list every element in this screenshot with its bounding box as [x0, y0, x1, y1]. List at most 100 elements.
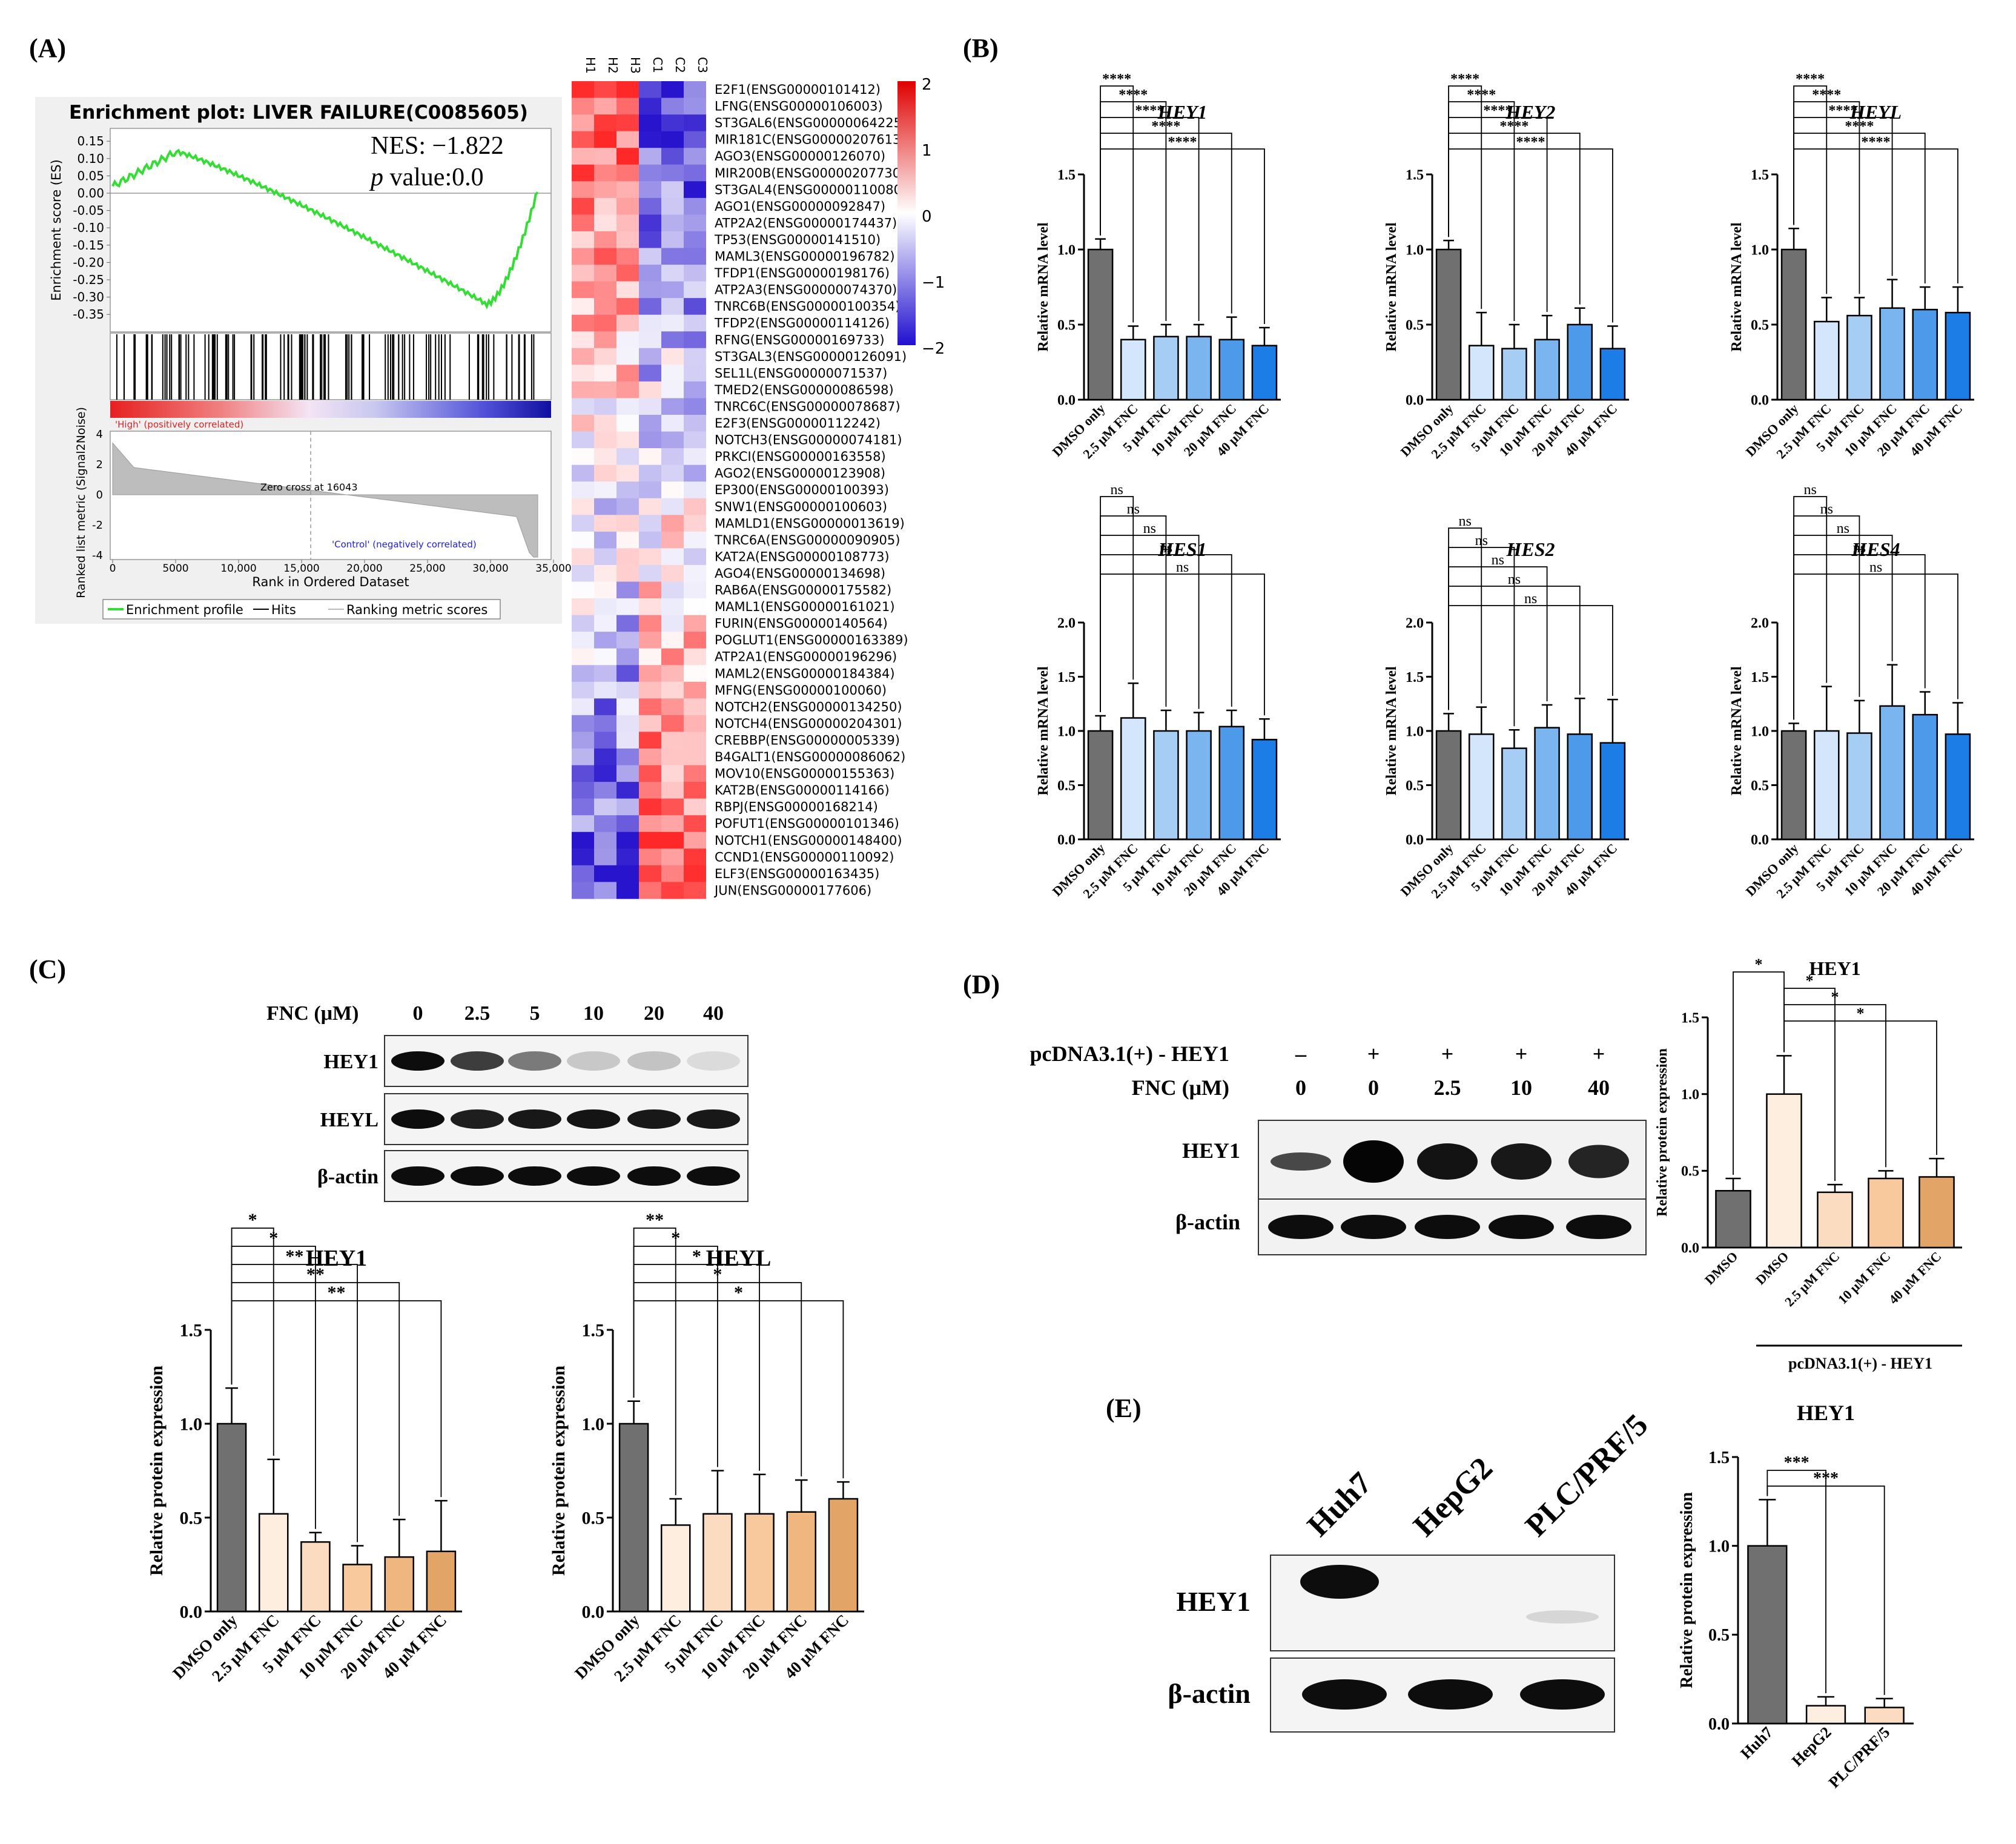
heatmap-cell: [639, 564, 661, 582]
y-tick-label: 1.5: [1708, 1449, 1730, 1467]
heatmap-gene-label: KAT2A(ENSG00000108773): [715, 549, 890, 564]
significance-label: ns: [1803, 482, 1816, 498]
bar: [1567, 323, 1593, 401]
y-tick-label: 0.5: [1751, 778, 1769, 794]
heatmap-scale-label: 2: [922, 76, 932, 94]
heatmap-cell: [661, 114, 684, 132]
heatmap-cell: [572, 148, 594, 165]
heatmap-gene-label: RAB6A(ENSG00000175582): [715, 583, 891, 598]
y-tick-label: 0.5: [1708, 1626, 1730, 1645]
heatmap-cell: [684, 164, 706, 182]
heatmap-gene-label: AGO4(ENSG00000134698): [715, 566, 885, 581]
heatmap-cell: [594, 197, 616, 215]
heatmap-cell: [594, 164, 616, 182]
heatmap-cell: [639, 648, 661, 666]
heatmap-cell: [594, 114, 616, 132]
heatmap-cell: [572, 615, 594, 632]
blot-band: [508, 1166, 561, 1186]
heatmap-cell: [572, 498, 594, 515]
significance-label: ****: [1483, 103, 1512, 119]
significance-label: *: [1806, 972, 1814, 990]
heatmap-cell: [572, 698, 594, 716]
heatmap-cell: [684, 882, 706, 899]
heatmap-cell: [661, 782, 684, 799]
heatmap-gene-label: CREBBP(ENSG00000005339): [715, 733, 900, 747]
heatmap-cell: [661, 481, 684, 499]
gsea-x-axis-label: Rank in Ordered Dataset: [252, 575, 409, 589]
heatmap-cell: [639, 681, 661, 699]
bar: [1817, 1191, 1853, 1249]
heatmap-cell: [572, 331, 594, 349]
lane-conc-label: 40: [1588, 1076, 1610, 1100]
heatmap-cell: [639, 314, 661, 332]
heatmap-cell: [684, 398, 706, 415]
significance-label: ns: [1475, 533, 1488, 549]
significance-label: ns: [1176, 560, 1189, 575]
heatmap-cell: [684, 148, 706, 165]
heatmap-cell: [594, 564, 616, 582]
heatmap-cell: [594, 131, 616, 148]
heatmap-cell: [661, 181, 684, 199]
heatmap-cell: [639, 231, 661, 248]
heatmap-gene-label: JUN(ENSG00000177606): [713, 883, 871, 897]
chart-title: HEYL: [706, 1246, 772, 1271]
blot-band: [391, 1051, 445, 1071]
heatmap-cell: [661, 415, 684, 432]
bar: [618, 1423, 649, 1613]
blot-row-label: β-actin: [1175, 1210, 1240, 1234]
heatmap-cell: [684, 782, 706, 799]
lane-plasmid-label: –: [1295, 1042, 1307, 1066]
heatmap-cell: [594, 865, 616, 882]
blot-band: [627, 1109, 681, 1129]
heatmap-colorscale: [897, 81, 916, 345]
heatmap-cell: [594, 698, 616, 716]
y-tick-label: 1.0: [1057, 724, 1076, 739]
gsea-ranking-metric-area: [112, 442, 538, 558]
heatmap-cell: [684, 97, 706, 115]
heatmap-gene-label: ATP2A2(ENSG00000174437): [715, 216, 897, 230]
heatmap-cell: [661, 365, 684, 382]
heatmap-cell: [594, 248, 616, 265]
heatmap-cell: [639, 815, 661, 833]
significance-label: ****: [1135, 103, 1164, 119]
blot-band: [1491, 1143, 1552, 1180]
bar: [216, 1423, 247, 1613]
heatmap-cell: [572, 531, 594, 549]
bar: [1468, 345, 1495, 401]
heatmap-cell: [639, 481, 661, 499]
heatmap-cell: [684, 298, 706, 316]
blot-band: [1268, 1215, 1334, 1239]
significance-bracket: [1766, 1470, 1826, 1693]
gsea-metric-tick-label: 4: [96, 428, 103, 441]
heatmap-cell: [639, 164, 661, 182]
heatmap-cell: [594, 481, 616, 499]
heatmap-cell: [684, 515, 706, 532]
lane-conc-label: 0: [1368, 1076, 1379, 1100]
heatmap-cell: [661, 515, 684, 532]
y-axis-label: Relative mRNA level: [1384, 666, 1400, 796]
gsea-es-tick-label: -0.30: [73, 290, 104, 305]
heatmap-cell: [639, 131, 661, 148]
heatmap: H1 H2 H3 C1 C2 C3 E2F1(ENSG00000101412) LFNG(EN…: [572, 57, 908, 899]
gsea-es-tick-label: -0.20: [73, 255, 104, 269]
bar: [1715, 1190, 1751, 1249]
category-label: 10 μM FNC: [1835, 1249, 1893, 1307]
lane-conc-label: 5: [530, 1002, 540, 1025]
heatmap-cell: [639, 865, 661, 882]
heatmap-cell: [616, 498, 639, 515]
heatmap-cell: [572, 181, 594, 199]
y-tick-label: 0.0: [1751, 832, 1769, 848]
y-tick-label: 1.5: [1681, 1010, 1699, 1026]
heatmap-gene-label: ATP2A3(ENSG00000074370): [715, 283, 897, 297]
heatmap-cell: [684, 181, 706, 199]
heatmap-cell: [661, 314, 684, 332]
bar: [1153, 335, 1179, 401]
heatmap-cell: [616, 298, 639, 316]
significance-bracket: [231, 1228, 274, 1456]
heatmap-cell: [594, 831, 616, 849]
heatmap-cell: [616, 648, 639, 666]
blot-band: [451, 1166, 504, 1186]
gsea-metric-tick-label: 0: [96, 489, 103, 501]
heatmap-cell: [639, 665, 661, 682]
blot-row-label: HEY1: [323, 1051, 378, 1073]
